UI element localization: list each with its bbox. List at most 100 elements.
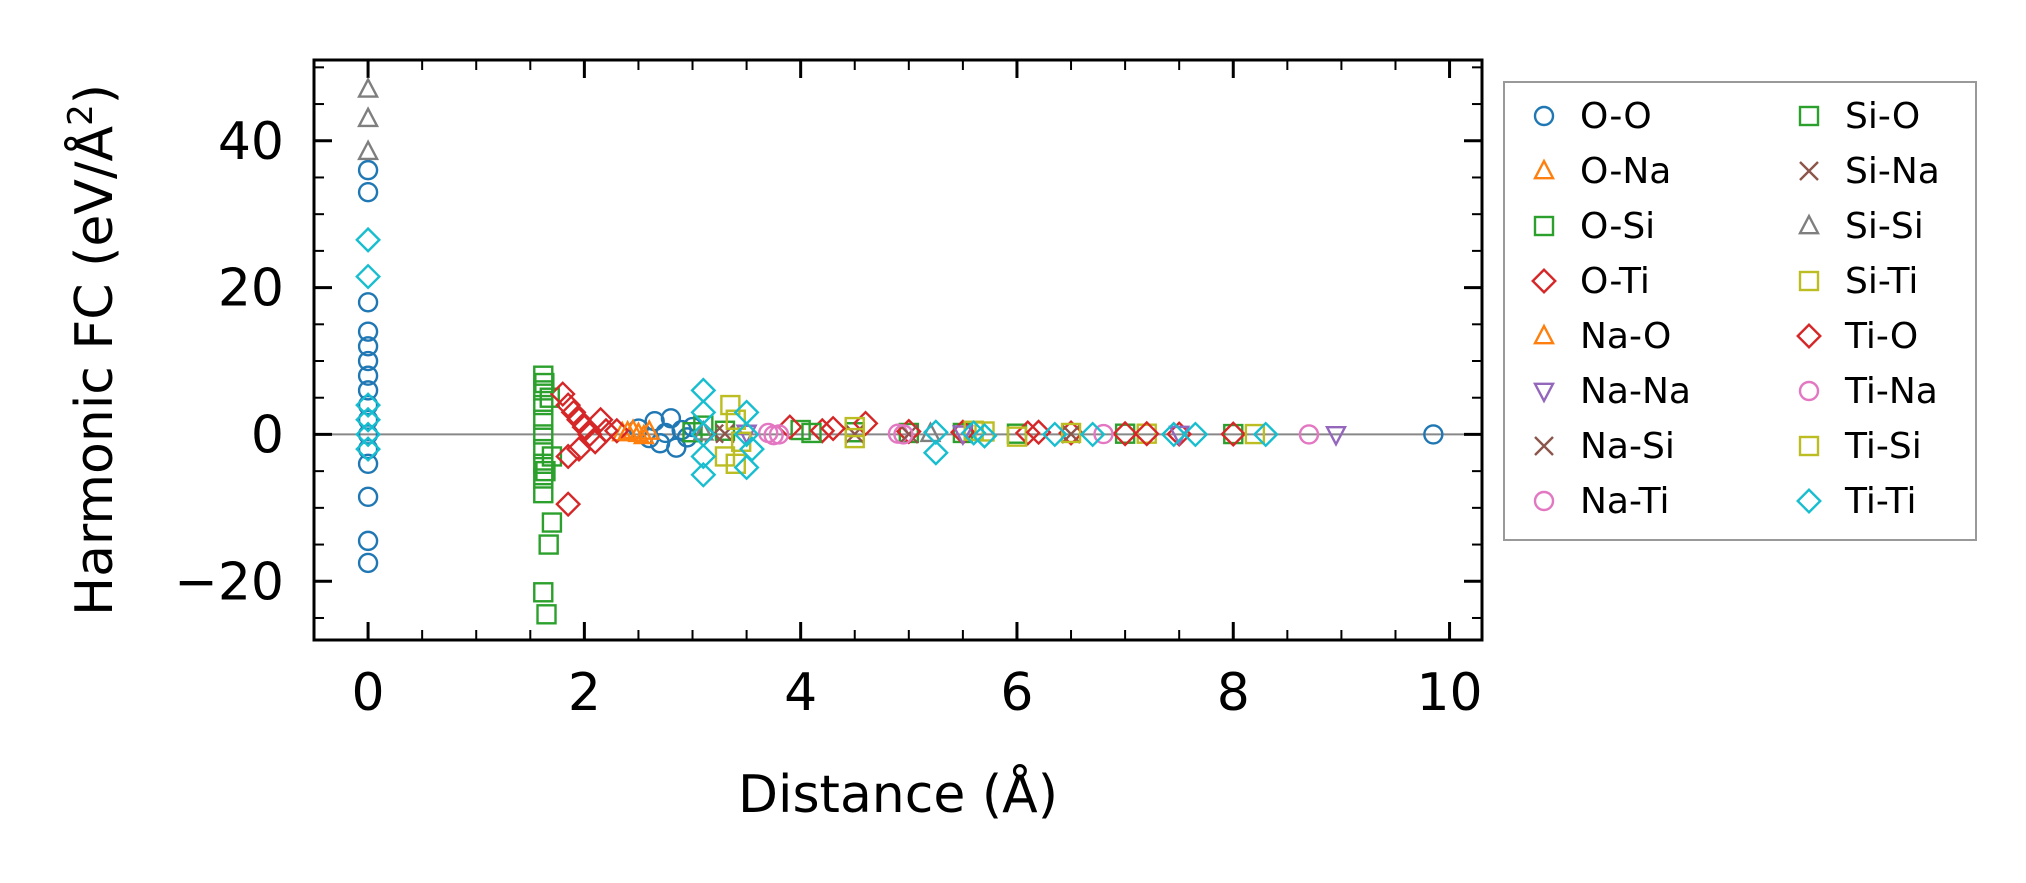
legend-label: O-Na [1580, 151, 1671, 192]
data-point [1160, 421, 1187, 448]
legend-marker [1533, 158, 1555, 180]
data-point [690, 443, 717, 470]
data-point [739, 436, 765, 463]
data-point [357, 438, 379, 460]
legend-item: O-Na [1533, 151, 1671, 192]
data-point [355, 263, 382, 290]
series-o-si [533, 365, 1244, 625]
data-point [1006, 426, 1028, 447]
data-point [357, 336, 379, 357]
data-point [535, 460, 556, 482]
data-point [690, 461, 717, 488]
legend-label: Si-Si [1845, 206, 1924, 247]
legend-item: Ti-Ti [1796, 481, 1916, 522]
data-point [357, 394, 379, 416]
legend-item: Ti-O [1796, 316, 1918, 357]
data-point [357, 181, 379, 203]
data-point [566, 436, 592, 463]
data-point [660, 408, 682, 429]
legend-item: Si-Ti [1798, 261, 1918, 302]
axis-ticks [314, 60, 1482, 640]
x-tick-label: 2 [568, 663, 601, 723]
legend-label: Na-Na [1580, 371, 1691, 412]
data-point [555, 491, 582, 518]
data-point [555, 443, 582, 470]
data-point [1112, 420, 1139, 447]
data-point [1136, 423, 1157, 444]
data-point [355, 392, 382, 419]
data-point [357, 159, 379, 181]
data-point [922, 419, 949, 446]
axis-tick-labels: 0 2 4 6 8 10 −20 0 20 40 [174, 112, 1482, 723]
x-axis-label: Distance (Å) [738, 763, 1058, 825]
data-point [971, 422, 998, 449]
data-point [533, 424, 554, 445]
data-point [951, 425, 974, 447]
data-point [725, 453, 746, 474]
data-point [622, 418, 645, 440]
data-point [357, 486, 379, 508]
legend-item: Si-O [1798, 96, 1920, 137]
data-point [1093, 423, 1114, 445]
data-point [593, 417, 619, 444]
legend-item: Na-Ti [1533, 481, 1670, 522]
data-point [763, 424, 784, 446]
data-point [357, 365, 379, 386]
data-point [539, 387, 560, 408]
legend-item: Na-Na [1533, 371, 1691, 412]
legend-marker [1799, 161, 1819, 181]
data-point [357, 292, 379, 313]
legend-label: Si-Ti [1845, 261, 1918, 302]
legend-item: Si-Si [1798, 206, 1924, 247]
data-point [541, 512, 563, 533]
data-point [555, 392, 582, 419]
legend-box [1503, 81, 1977, 541]
legend-item: Ti-Na [1798, 371, 1938, 412]
legend-marker [1798, 380, 1820, 402]
legend-marker [1533, 323, 1555, 345]
data-point [355, 406, 382, 433]
data-point [1252, 421, 1279, 448]
data-point [1220, 421, 1247, 448]
data-point [690, 377, 717, 404]
data-point [790, 419, 811, 441]
series-ti-na [763, 424, 914, 446]
legend-label: Ti-Na [1844, 371, 1938, 412]
data-point [357, 552, 379, 574]
data-point [1061, 424, 1081, 444]
data-point [693, 415, 714, 436]
data-point [1133, 420, 1160, 447]
data-point [357, 321, 379, 342]
data-point [357, 409, 379, 430]
data-point [357, 453, 379, 474]
data-point [533, 468, 554, 489]
data-point [357, 380, 379, 401]
legend-label: Na-Si [1580, 426, 1675, 467]
data-point [355, 226, 382, 253]
legend-item: O-Ti [1531, 261, 1650, 302]
series-o-o [357, 159, 1444, 574]
data-point [616, 419, 639, 441]
data-point [1058, 420, 1084, 446]
plot-area [312, 58, 1484, 642]
legend-label: Ti-O [1844, 316, 1918, 357]
data-point [733, 454, 760, 481]
data-point [682, 422, 703, 443]
legend-marker [1534, 436, 1554, 456]
legend-label: Ti-Ti [1844, 481, 1916, 522]
legend-item: O-Si [1533, 206, 1655, 247]
x-tick-label: 4 [784, 663, 817, 723]
data-point [974, 421, 995, 442]
data-point [566, 406, 592, 433]
data-point [357, 139, 380, 161]
data-point [844, 422, 865, 443]
data-point [1298, 424, 1320, 445]
legend-label: O-O [1580, 96, 1652, 137]
data-point [1079, 421, 1106, 448]
legend-marker [1798, 213, 1820, 235]
y-tick-label: −20 [174, 552, 284, 612]
legend-label: Na-Ti [1580, 481, 1670, 522]
legend-marker [1798, 435, 1820, 457]
data-point [720, 394, 741, 416]
legend-marker [1531, 268, 1557, 294]
